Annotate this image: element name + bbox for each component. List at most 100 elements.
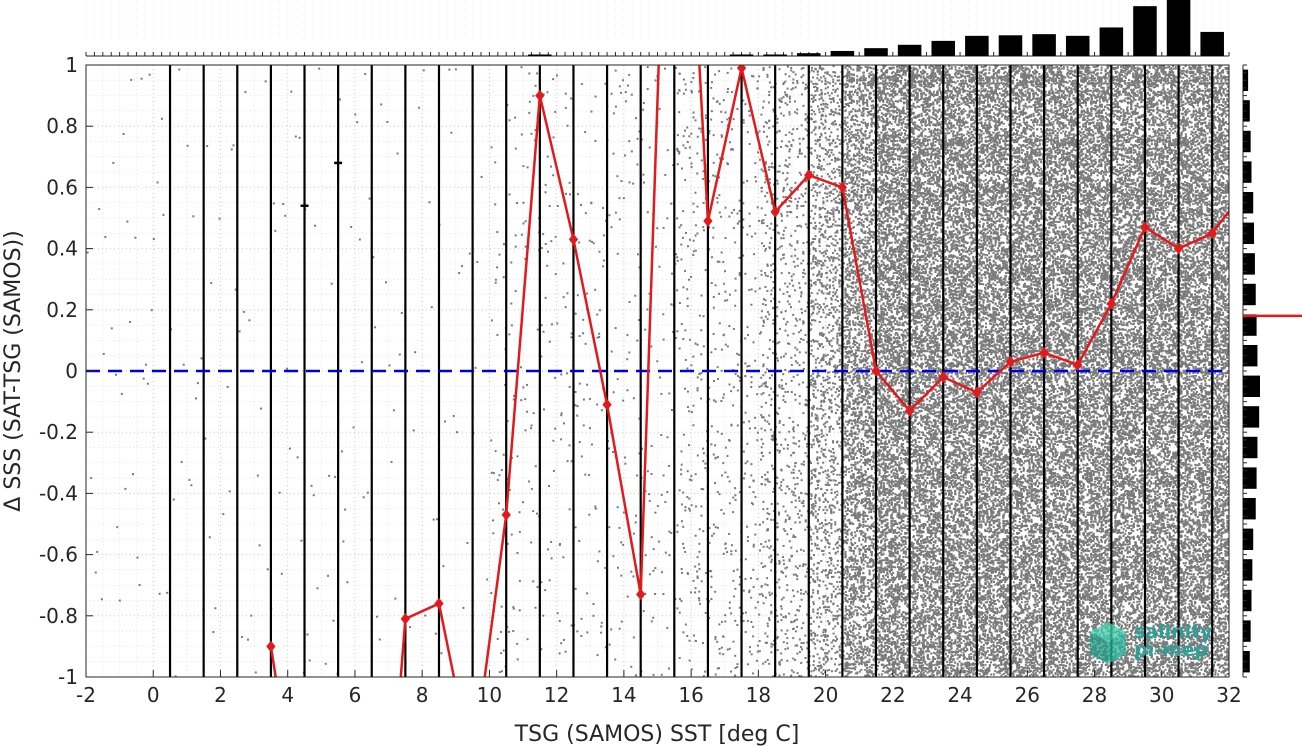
scatter-point (760, 310, 763, 313)
scatter-point (610, 92, 613, 95)
scatter-point (746, 233, 749, 236)
scatter-point (762, 602, 765, 605)
scatter-point (530, 487, 533, 490)
scatter-point (852, 635, 855, 638)
scatter-point (854, 89, 857, 92)
scatter-point (546, 91, 549, 94)
scatter-point (826, 375, 829, 378)
scatter-point (782, 186, 785, 189)
scatter-point (848, 273, 851, 276)
scatter-point (792, 139, 795, 142)
scatter-point (744, 558, 747, 561)
scatter-point (760, 451, 763, 454)
scatter-point (826, 531, 829, 534)
scatter-point (854, 424, 857, 427)
scatter-point (748, 591, 751, 594)
scatter-point (832, 114, 835, 117)
scatter-point (814, 298, 817, 301)
scatter-point (394, 597, 397, 600)
scatter-point (810, 634, 813, 637)
scatter-point (492, 472, 495, 475)
scatter-point (636, 137, 639, 140)
scatter-point (678, 489, 681, 492)
scatter-point (818, 597, 821, 600)
scatter-point (814, 126, 817, 129)
scatter-point (516, 455, 519, 458)
scatter-point (852, 565, 855, 568)
scatter-point (846, 238, 849, 241)
scatter-point (820, 435, 823, 438)
scatter-point (586, 292, 589, 295)
scatter-point (364, 73, 367, 76)
scatter-point (704, 114, 707, 117)
scatter-point (830, 488, 833, 491)
scatter-point (712, 97, 715, 100)
scatter-point (852, 199, 855, 202)
scatter-point (386, 120, 389, 123)
scatter-point (782, 317, 785, 320)
scatter-point (846, 586, 849, 589)
scatter-point (844, 403, 847, 406)
scatter-point (792, 78, 795, 81)
scatter-point (728, 383, 731, 386)
scatter-point (816, 407, 819, 410)
scatter-point (720, 508, 723, 511)
scatter-point (496, 479, 499, 482)
scatter-point (848, 667, 851, 670)
scatter-point (844, 135, 847, 138)
scatter-point (792, 87, 795, 90)
scatter-point (816, 634, 819, 637)
scatter-point (852, 195, 855, 198)
scatter-point (822, 99, 825, 102)
scatter-point (844, 238, 847, 241)
scatter-point (818, 606, 821, 609)
scatter-point (658, 376, 661, 379)
scatter-point (786, 629, 789, 632)
scatter-point (760, 376, 763, 379)
scatter-point (836, 159, 839, 162)
scatter-point (810, 414, 813, 417)
scatter-point (852, 494, 855, 497)
scatter-point (622, 543, 625, 546)
scatter-point (850, 652, 853, 655)
scatter-point (796, 264, 799, 267)
scatter-point (844, 177, 847, 180)
scatter-point (546, 548, 549, 551)
scatter-point (836, 502, 839, 505)
scatter-point (804, 282, 807, 285)
scatter-point (560, 438, 563, 441)
scatter-point (820, 466, 823, 469)
scatter-point (562, 296, 565, 299)
scatter-point (834, 141, 837, 144)
scatter-point (852, 378, 855, 381)
scatter-point (698, 597, 701, 600)
scatter-point (728, 480, 731, 483)
scatter-point (816, 83, 819, 86)
scatter-point (716, 100, 719, 103)
scatter-point (810, 353, 813, 356)
scatter-point (760, 168, 763, 171)
scatter-point (770, 503, 773, 506)
scatter-point (716, 260, 719, 263)
scatter-point (704, 66, 707, 69)
scatter-point (720, 215, 723, 218)
scatter-point (832, 466, 835, 469)
scatter-point (854, 136, 857, 139)
scatter-point (646, 211, 649, 214)
scatter-point (788, 150, 791, 153)
scatter-point (288, 447, 291, 450)
scatter-point (824, 231, 827, 234)
scatter-point (846, 513, 849, 516)
scatter-point (568, 181, 571, 184)
scatter-point (832, 473, 835, 476)
scatter-point (714, 284, 717, 287)
scatter-point (848, 209, 851, 212)
scatter-point (552, 136, 555, 139)
scatter-point (816, 86, 819, 89)
scatter-point (838, 614, 841, 617)
scatter-point (826, 674, 829, 677)
scatter-point (804, 192, 807, 195)
scatter-point (856, 498, 859, 501)
scatter-point (854, 418, 857, 421)
